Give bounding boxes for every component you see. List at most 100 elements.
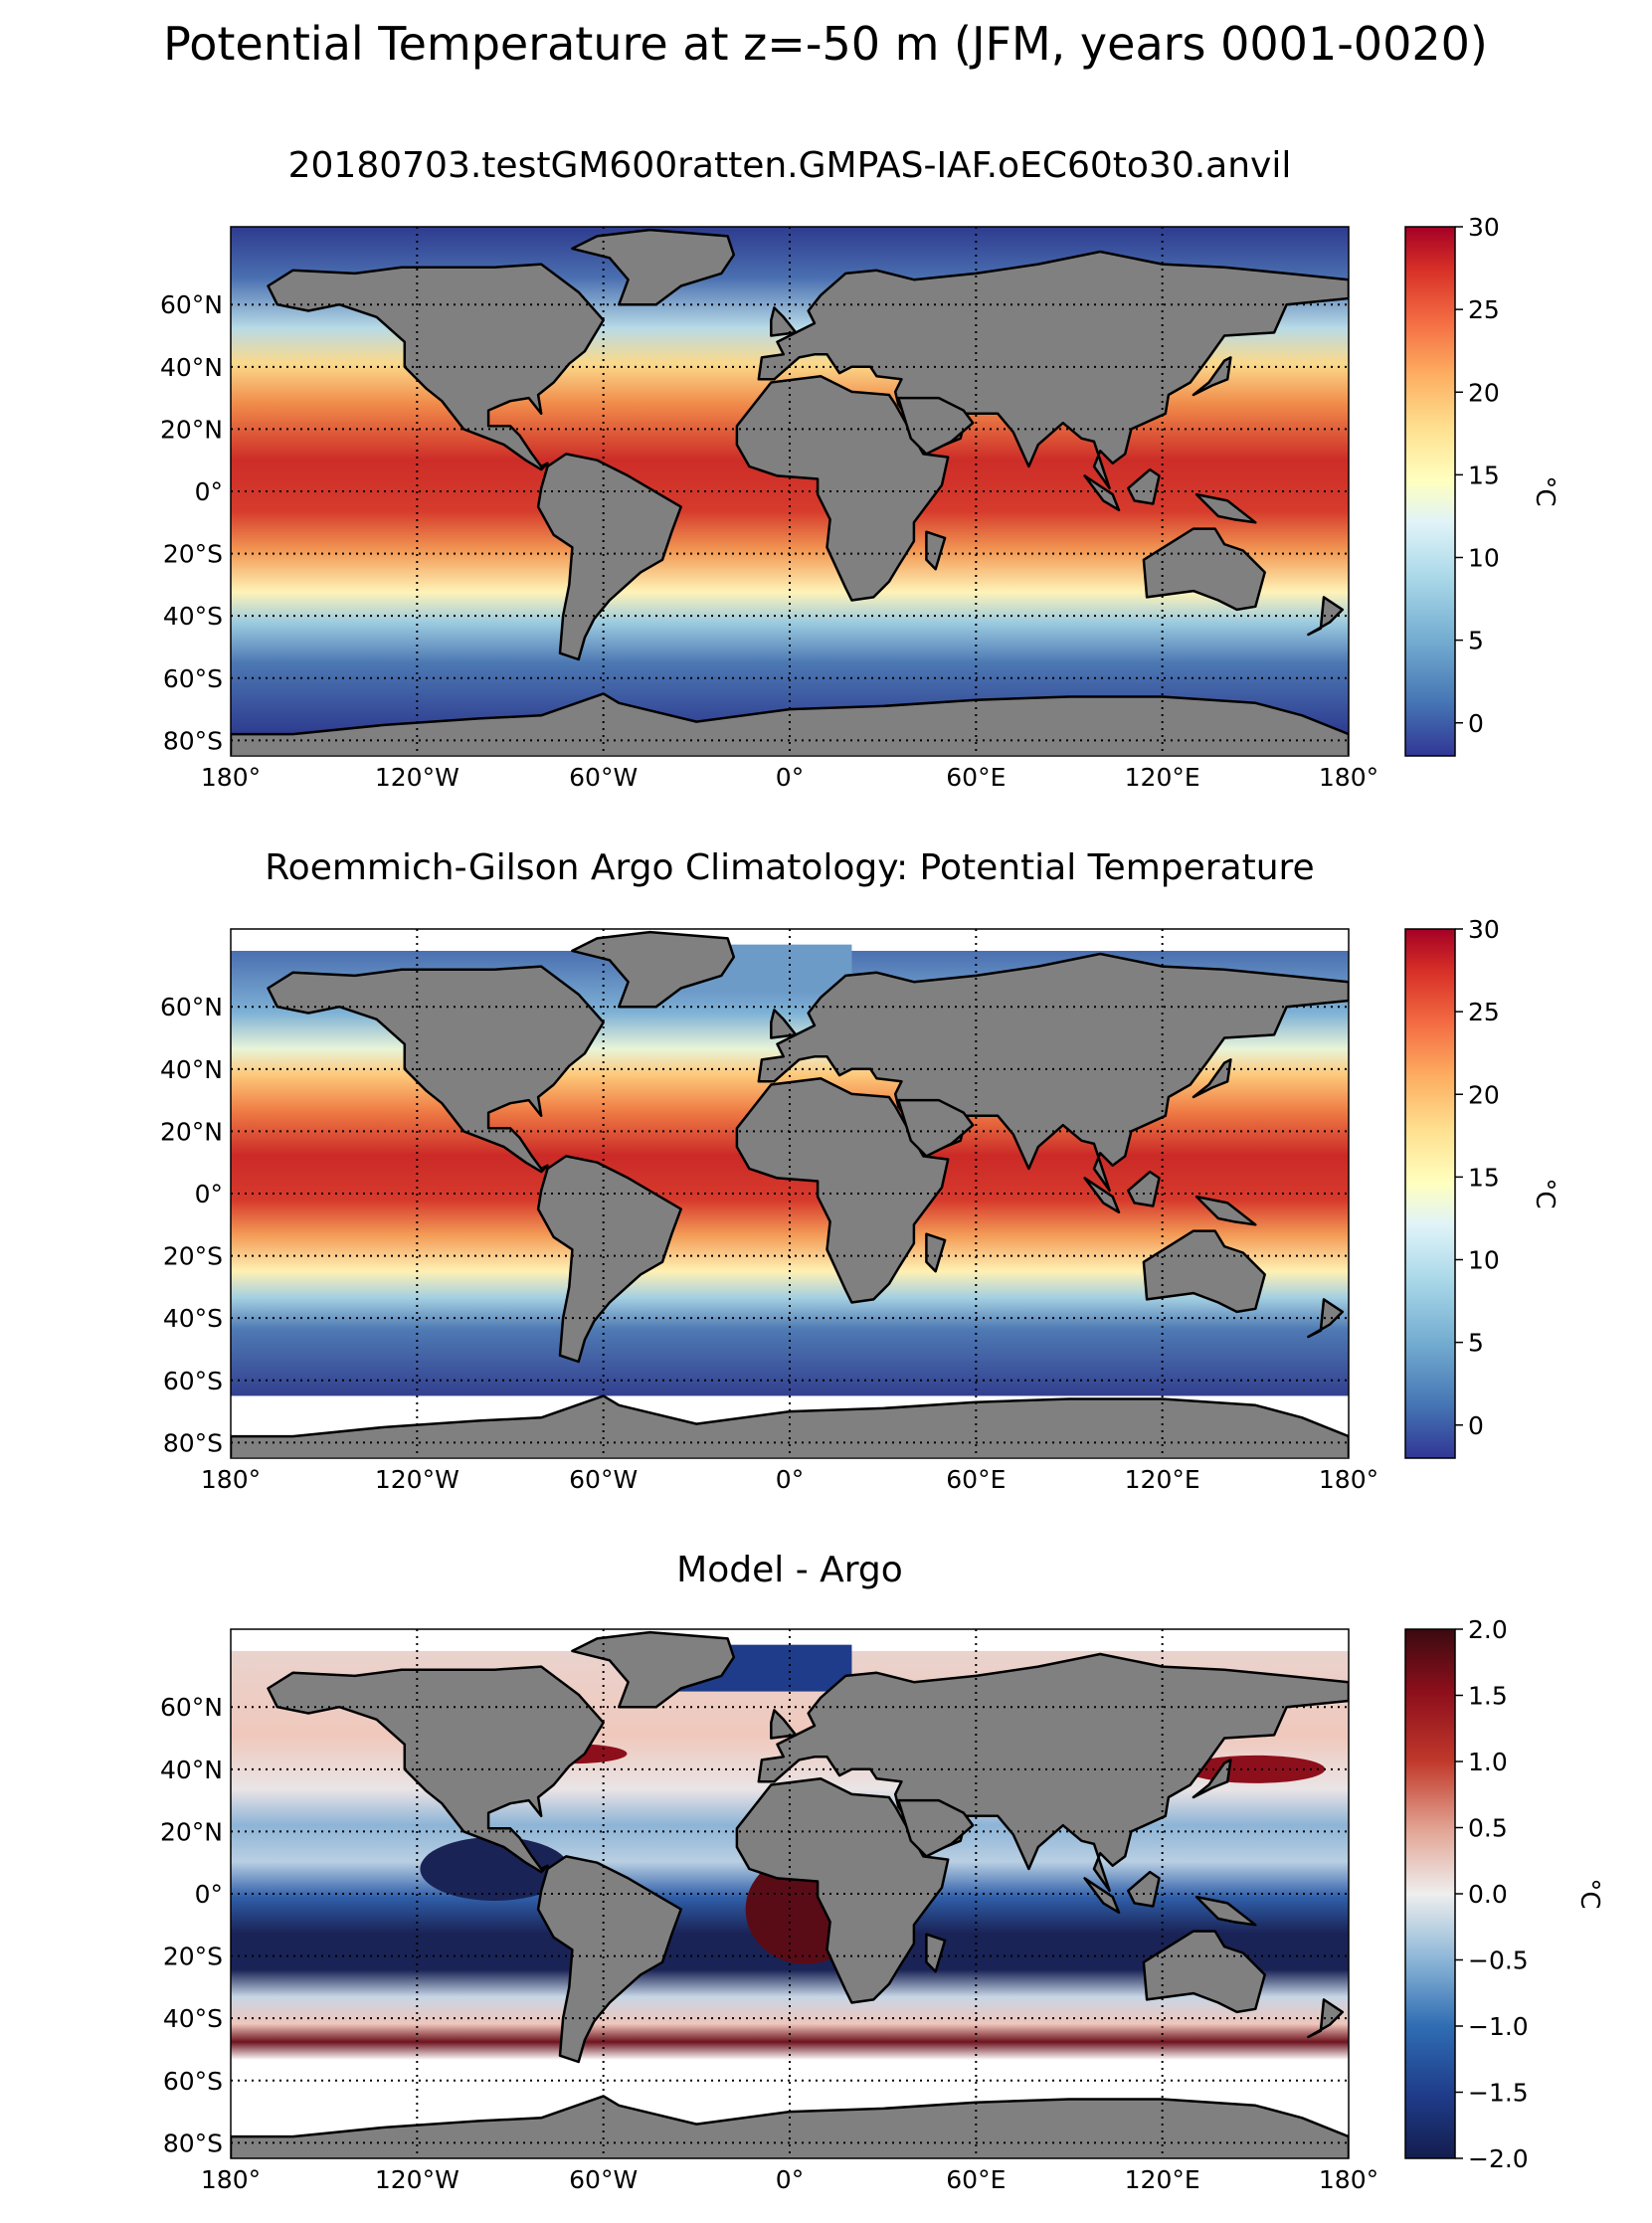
x-tick-label: 180° <box>1319 2165 1378 2194</box>
land-new-guinea <box>1194 1895 1257 1927</box>
land-south-america <box>536 1155 682 1364</box>
x-tick-label: 60°E <box>946 2165 1006 2194</box>
x-tick-label: 0° <box>776 2165 804 2194</box>
y-tick-label: 20°N <box>160 1117 223 1146</box>
land-australia <box>1142 527 1266 612</box>
y-tick-label: 20°S <box>163 540 223 569</box>
x-tick-label: 180° <box>1319 763 1378 792</box>
y-tick-label: 60°N <box>160 1693 223 1722</box>
land-australia <box>1142 1229 1266 1314</box>
x-tick-label: 0° <box>776 763 804 792</box>
colorbar-tick-label: 10 <box>1468 1246 1500 1275</box>
colorbar-tick-label: 25 <box>1468 295 1500 324</box>
bias-coldspot-east-pacific <box>420 1836 570 1901</box>
colorbar-tick-label: 1.5 <box>1468 1682 1508 1711</box>
land-madagascar <box>925 1933 947 1973</box>
x-tick-label: 0° <box>776 1465 804 1494</box>
colorbar-tick-label: −1.5 <box>1468 2079 1529 2108</box>
y-tick-label: 60°N <box>160 993 223 1021</box>
colorbar-gradient <box>1404 226 1456 757</box>
land-new-guinea <box>1194 1195 1257 1226</box>
land-africa <box>735 374 950 602</box>
x-tick-label: 120°E <box>1125 1465 1200 1494</box>
map-area <box>231 929 1349 1457</box>
colorbar: −2.0 −1.5 −1.0 −0.5 0.0 0.5 1.0 1.5 2.0 °C <box>1404 1615 1604 2173</box>
y-tick-label: 80°S <box>163 1428 223 1457</box>
land-greenland <box>571 1630 736 1709</box>
land-borneo <box>1127 467 1161 505</box>
y-tick-label: 40°S <box>163 602 223 631</box>
land-australia <box>1142 1930 1266 2014</box>
figure-title: Potential Temperature at z=-50 m (JFM, y… <box>163 17 1488 71</box>
map-frame <box>230 1628 1350 2159</box>
land-africa <box>735 1076 950 1304</box>
land-british-isles <box>770 1009 798 1039</box>
land-north-america <box>267 263 605 471</box>
x-tick-label: 120°W <box>375 1465 459 1494</box>
arctic-no-data <box>231 1629 1349 1651</box>
land-arabia <box>897 1098 975 1158</box>
y-tick-label: 20°S <box>163 1943 223 1971</box>
land-sumatra <box>1083 1877 1121 1915</box>
colorbar-tick-label: 1.0 <box>1468 1748 1508 1776</box>
colorbar-tick-label: 0.0 <box>1468 1880 1508 1909</box>
y-tick-label: 40°S <box>163 2004 223 2033</box>
y-tick-label: 0° <box>195 477 223 506</box>
x-tick-label: 180° <box>1319 1465 1378 1494</box>
colorbar-gradient <box>1404 1628 1456 2159</box>
arctic-no-data <box>231 929 1349 951</box>
land-arabia <box>897 1798 975 1858</box>
y-tick-label: 60°S <box>163 664 223 693</box>
colorbar-tick-label: 20 <box>1468 378 1500 407</box>
y-tick-label: 60°S <box>163 2067 223 2096</box>
colorbar: 0 5 10 15 20 25 30 °C <box>1404 213 1560 757</box>
colorbar-tick-label: 0 <box>1468 709 1484 738</box>
y-tick-label: 60°N <box>160 290 223 319</box>
colorbar-label: °C <box>1530 1178 1560 1208</box>
land-eurasia <box>757 250 1349 490</box>
x-tick-label: 60°W <box>569 2165 638 2194</box>
y-tick-label: 60°S <box>163 1367 223 1395</box>
y-tick-label: 40°N <box>160 1756 223 1784</box>
land-british-isles <box>770 306 798 337</box>
y-tick-label: 80°S <box>163 726 223 755</box>
land-borneo <box>1127 1870 1161 1908</box>
land-madagascar <box>925 530 947 571</box>
x-tick-label: 120°E <box>1125 763 1200 792</box>
colorbar-tick-label: 25 <box>1468 998 1500 1026</box>
y-tick-label: 0° <box>195 1180 223 1208</box>
y-tick-label: 40°S <box>163 1304 223 1333</box>
colorbar-label: °C <box>1530 475 1560 506</box>
x-tick-label: 60°E <box>946 763 1006 792</box>
colorbar-tick-label: 20 <box>1468 1080 1500 1109</box>
colorbar-tick-label: 2.0 <box>1468 1615 1508 1644</box>
y-tick-label: 20°S <box>163 1242 223 1271</box>
y-tick-label: 80°S <box>163 2129 223 2157</box>
land-eurasia <box>757 1652 1349 1893</box>
panel-bias: Model - Argo 180° 120°W 60°W 0° 60°E 120°E 180°… <box>160 1550 1604 2194</box>
panel-model: 20180703.testGM600ratten.GMPAS-IAF.oEC60… <box>160 145 1560 792</box>
land-japan <box>1192 356 1232 397</box>
map-area <box>231 227 1349 755</box>
colorbar-tick-label: 0 <box>1468 1411 1484 1440</box>
map-frame <box>230 226 1350 757</box>
land-greenland <box>571 228 736 306</box>
x-tick-label: 180° <box>201 763 261 792</box>
land-new-guinea <box>1194 492 1257 524</box>
x-tick-label: 180° <box>201 2165 261 2194</box>
x-tick-label: 60°W <box>569 763 638 792</box>
colorbar-tick-label: 10 <box>1468 544 1500 573</box>
colorbar-tick-label: −1.0 <box>1468 2012 1529 2041</box>
land-north-america <box>267 1665 605 1874</box>
x-tick-label: 180° <box>201 1465 261 1494</box>
map-area <box>231 1629 1349 2158</box>
colorbar-tick-label: −2.0 <box>1468 2144 1529 2173</box>
panel-title: Model - Argo <box>676 1550 903 1590</box>
colorbar-tick-label: −0.5 <box>1468 1946 1529 1975</box>
colorbar-gradient <box>1404 928 1456 1459</box>
y-tick-label: 40°N <box>160 353 223 382</box>
colorbar-tick-label: 30 <box>1468 915 1500 944</box>
colorbar-tick-label: 5 <box>1468 627 1484 655</box>
land-madagascar <box>925 1232 947 1273</box>
